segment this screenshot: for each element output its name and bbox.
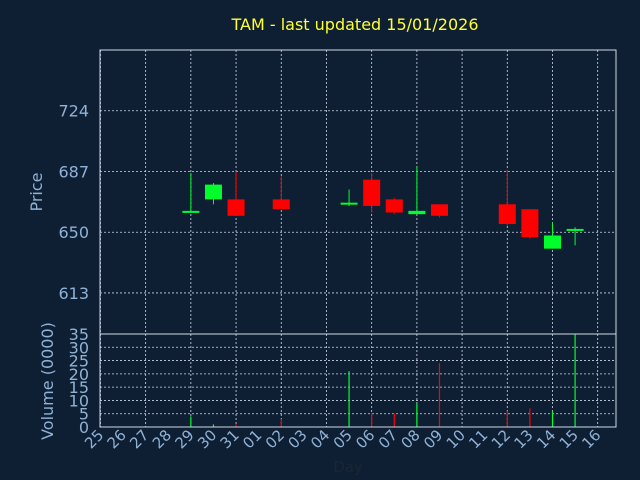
x-tick-label: 16 (578, 426, 604, 452)
volume-panel-frame (99, 333, 617, 428)
price-tick-label: 650 (58, 223, 89, 242)
volume-tick-label: 0 (79, 418, 89, 437)
candle-body (430, 204, 448, 216)
price-tick-label: 724 (58, 102, 89, 121)
price-tick-label: 613 (58, 284, 89, 303)
candle-body (182, 210, 200, 213)
candle-body (227, 199, 245, 216)
volume-tick-label: 10 (69, 391, 89, 410)
candle-body (498, 204, 516, 225)
price-panel-frame (99, 49, 617, 335)
price-grid (100, 50, 616, 334)
price-tick-label: 687 (58, 162, 89, 181)
volume-bars-layer (190, 334, 576, 427)
volume-tick-label: 5 (79, 405, 89, 424)
x-axis-label: Day (333, 458, 363, 476)
price-axis-label: Price (27, 172, 46, 211)
candle-body (566, 228, 584, 231)
candle-body (363, 179, 381, 206)
candle-body (385, 199, 403, 213)
volume-grid (100, 333, 616, 428)
candle-body (408, 210, 426, 215)
candle-body (204, 184, 222, 200)
volume-tick-label: 20 (69, 365, 89, 384)
volume-tick-label: 15 (69, 378, 89, 397)
volume-tick-label: 30 (69, 338, 89, 357)
chart-title: TAM - last updated 15/01/2026 (230, 15, 478, 34)
candle-body (272, 199, 290, 210)
price-tick-labels: 613 650 687 724 (58, 102, 89, 303)
candle-body (521, 209, 539, 238)
volume-tick-label: 25 (69, 352, 89, 371)
volume-axis-label: Volume (0000) (38, 322, 57, 440)
candle-body (340, 202, 358, 205)
candles-layer (182, 166, 584, 249)
x-tick-labels: 2526272829303101020304050607080910111213… (81, 426, 604, 452)
candle-body (543, 235, 561, 249)
volume-tick-label: 35 (69, 325, 89, 344)
